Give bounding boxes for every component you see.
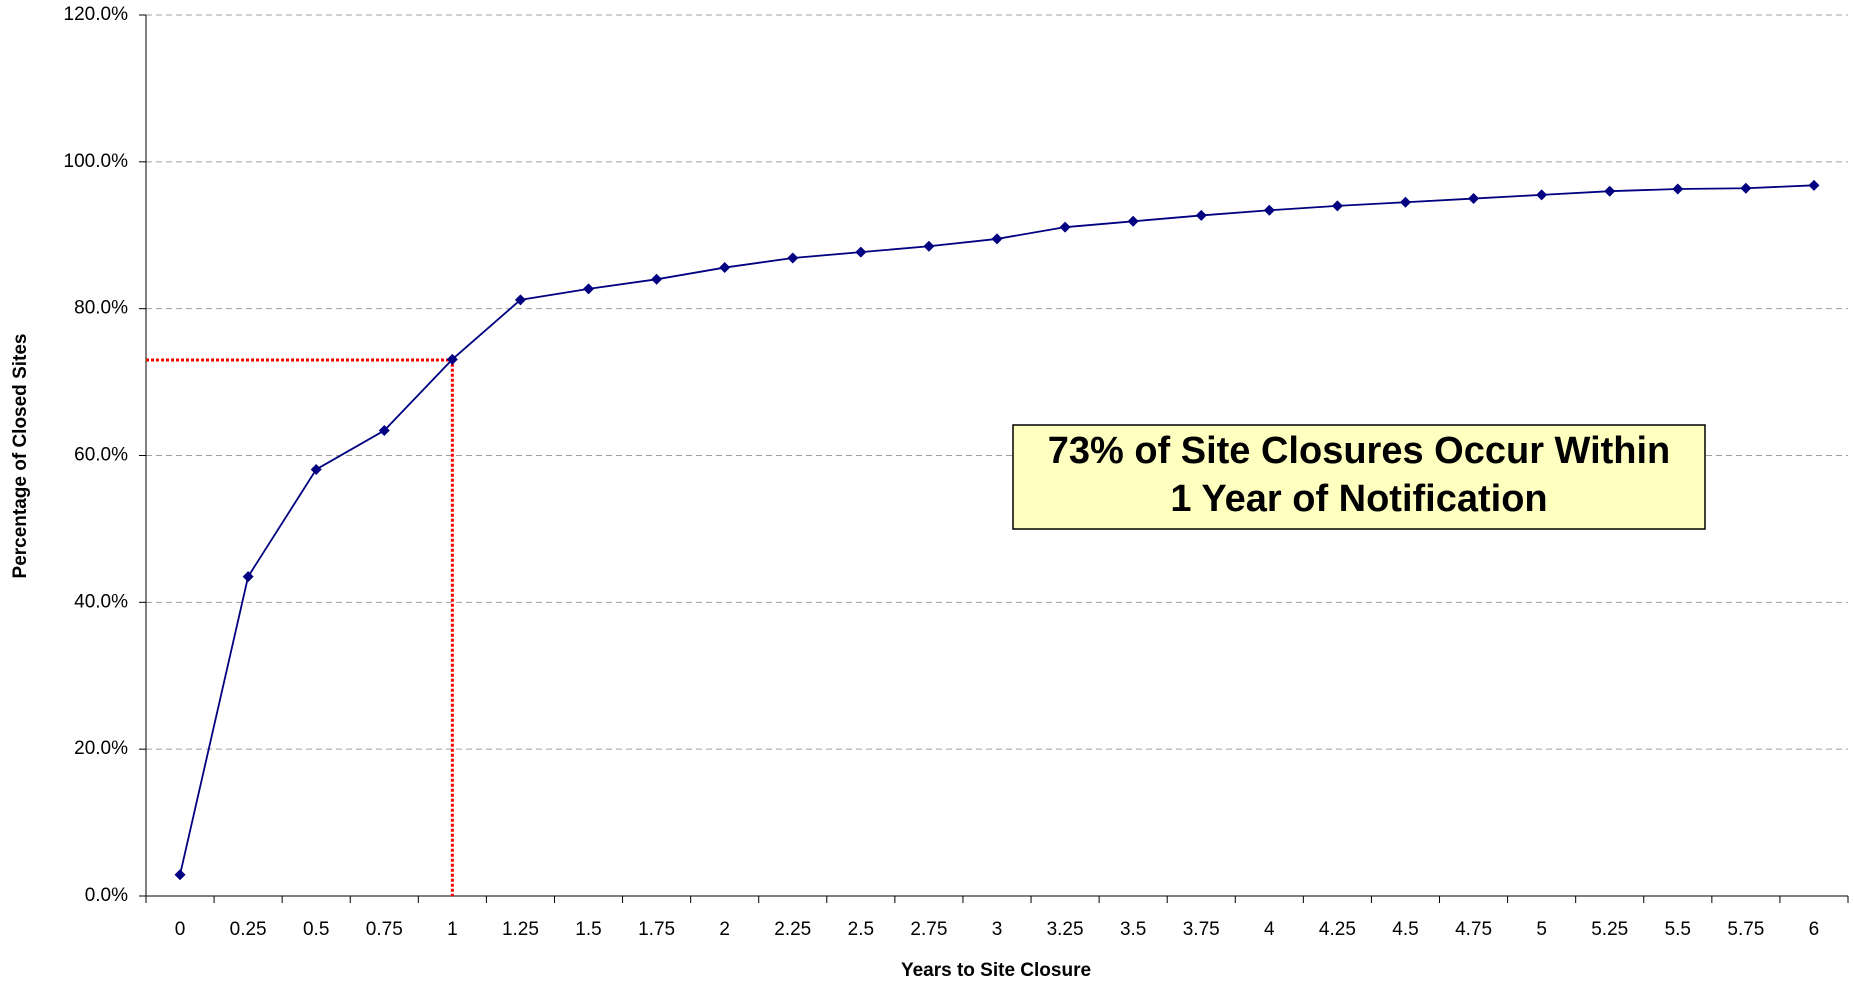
marker — [651, 273, 663, 285]
marker — [991, 233, 1003, 245]
marker — [1604, 185, 1616, 197]
x-tick-label: 2.25 — [774, 919, 811, 940]
x-tick-label: 4 — [1264, 919, 1275, 940]
x-tick-label: 5.5 — [1665, 919, 1691, 940]
line — [179, 184, 1814, 875]
x-tick-label: 5.25 — [1591, 919, 1628, 940]
marker — [1808, 179, 1820, 191]
x-tick-label: 1.75 — [638, 919, 675, 940]
marker — [1331, 200, 1343, 212]
reference-line — [146, 358, 454, 896]
x-tick-label: 1 — [447, 919, 458, 940]
annotation-box — [1012, 424, 1706, 530]
x-tick-label: 0.5 — [303, 919, 329, 940]
y-tick-label: 80.0% — [74, 298, 128, 319]
marker — [583, 283, 595, 295]
x-tick-label: 2.75 — [910, 919, 947, 940]
marker — [1468, 193, 1480, 205]
annotation-text: 1 Year of Notification — [1170, 478, 1547, 520]
marker — [1263, 204, 1275, 216]
y-tick-label: 120.0% — [64, 4, 129, 25]
marker — [446, 353, 458, 365]
x-tick-label: 3.25 — [1047, 919, 1084, 940]
x-tick-label: 4.5 — [1392, 919, 1418, 940]
x-tick-label: 5 — [1536, 919, 1547, 940]
marker — [310, 463, 322, 475]
marker — [787, 252, 799, 264]
marker — [1740, 182, 1752, 194]
marker — [1672, 183, 1684, 195]
marker — [514, 294, 526, 306]
x-tick-label: 2 — [719, 919, 730, 940]
x-tick-label: 3.5 — [1120, 919, 1146, 940]
x-tick-label: 2.5 — [848, 919, 874, 940]
x-tick-label: 6 — [1809, 919, 1820, 940]
marker — [719, 262, 731, 274]
x-tick-label: 4.75 — [1455, 919, 1492, 940]
y-tick-label: 0.0% — [85, 885, 128, 906]
x-tick-label: 1.25 — [502, 919, 539, 940]
marker — [378, 425, 390, 437]
y-axis-title: Percentage of Closed Sites — [10, 334, 31, 579]
x-tick-label: 1.5 — [575, 919, 601, 940]
marker — [1399, 196, 1411, 208]
marker — [1195, 209, 1207, 221]
y-tick-label: 40.0% — [74, 591, 128, 612]
marker — [923, 240, 935, 252]
y-tick-label: 60.0% — [74, 445, 128, 466]
x-tick-label: 3.75 — [1183, 919, 1220, 940]
marker — [855, 246, 867, 258]
marker — [1059, 221, 1071, 233]
x-tick-label: 0 — [175, 919, 186, 940]
marker — [1536, 189, 1548, 201]
marker — [1127, 215, 1139, 227]
y-tick-label: 20.0% — [74, 738, 128, 759]
marker — [242, 571, 254, 583]
x-tick-label: 4.25 — [1319, 919, 1356, 940]
x-tick-label: 0.25 — [230, 919, 267, 940]
x-tick-label: 5.75 — [1727, 919, 1764, 940]
y-tick-label: 100.0% — [64, 151, 129, 172]
x-axis-title: Years to Site Closure — [901, 960, 1091, 981]
x-tick-label: 3 — [992, 919, 1003, 940]
x-tick-label: 0.75 — [366, 919, 403, 940]
marker — [174, 869, 186, 881]
annotation-text: 73% of Site Closures Occur Within — [1048, 430, 1671, 472]
